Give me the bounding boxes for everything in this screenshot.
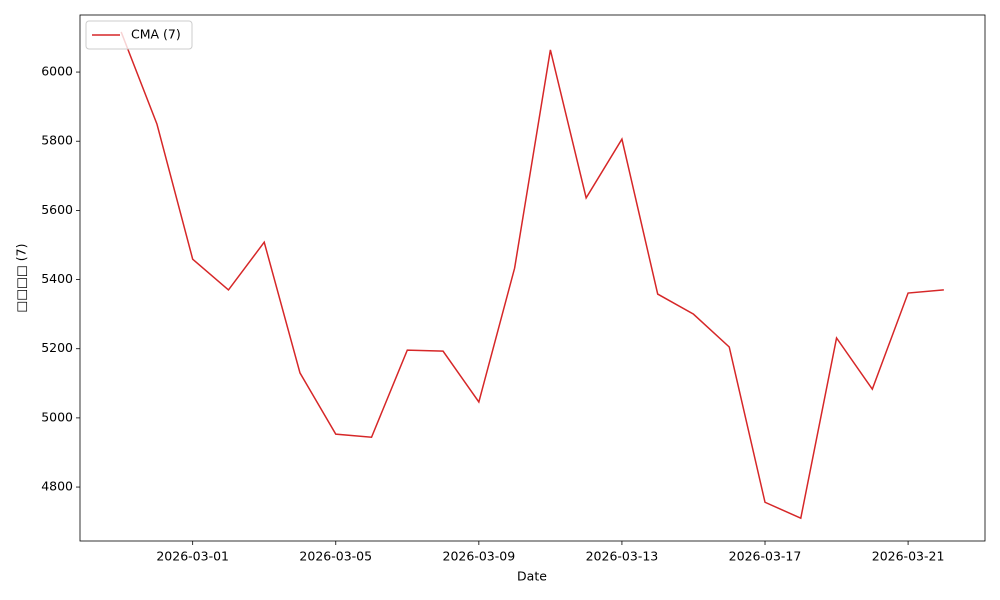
x-tick-label: 2026-03-05 (299, 549, 372, 564)
axes-frame (79, 14, 986, 542)
legend-label: CMA (7) (131, 27, 181, 42)
y-tick-label: 4800 (41, 479, 73, 494)
x-tick-label: 2026-03-17 (729, 549, 802, 564)
legend-box (85, 20, 193, 50)
data-line (120, 31, 944, 520)
x-tick-label: 2026-03-09 (443, 549, 516, 564)
y-tick-label: 5600 (41, 202, 73, 217)
y-tick-label: 5000 (41, 409, 73, 424)
y-tick-label: 6000 (41, 64, 73, 79)
x-axis-label: Date (517, 569, 547, 584)
y-tick-label: 5800 (41, 133, 73, 148)
y-axis-label: □□□□ (7) (14, 244, 29, 313)
y-tick-label: 5200 (41, 340, 73, 355)
x-tick-label: 2026-03-01 (156, 549, 229, 564)
x-tick-label: 2026-03-13 (586, 549, 659, 564)
x-tick-label: 2026-03-21 (872, 549, 945, 564)
y-tick-label: 5400 (41, 271, 73, 286)
